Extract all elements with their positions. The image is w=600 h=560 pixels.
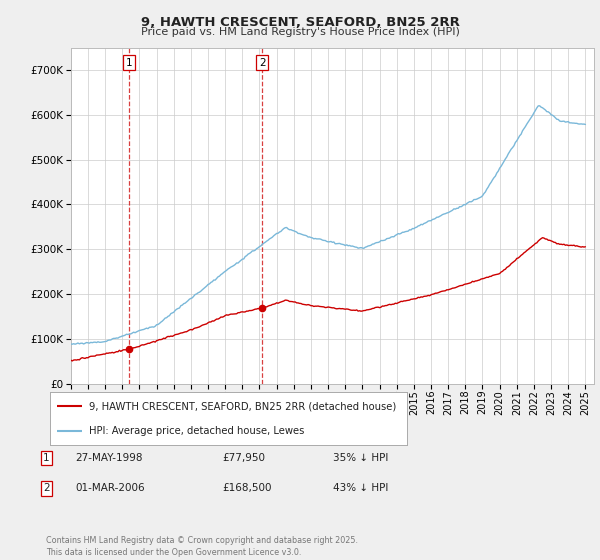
Text: Contains HM Land Registry data © Crown copyright and database right 2025.
This d: Contains HM Land Registry data © Crown c… xyxy=(46,536,358,557)
Text: 9, HAWTH CRESCENT, SEAFORD, BN25 2RR: 9, HAWTH CRESCENT, SEAFORD, BN25 2RR xyxy=(140,16,460,29)
Text: 1: 1 xyxy=(43,453,50,463)
Text: £77,950: £77,950 xyxy=(222,453,265,463)
Text: 35% ↓ HPI: 35% ↓ HPI xyxy=(333,453,388,463)
Text: 1: 1 xyxy=(126,58,133,68)
Text: 27-MAY-1998: 27-MAY-1998 xyxy=(75,453,143,463)
Text: Price paid vs. HM Land Registry's House Price Index (HPI): Price paid vs. HM Land Registry's House … xyxy=(140,27,460,37)
Text: 2: 2 xyxy=(43,483,50,493)
Text: HPI: Average price, detached house, Lewes: HPI: Average price, detached house, Lewe… xyxy=(89,426,304,436)
Text: 2: 2 xyxy=(259,58,266,68)
Text: 9, HAWTH CRESCENT, SEAFORD, BN25 2RR (detached house): 9, HAWTH CRESCENT, SEAFORD, BN25 2RR (de… xyxy=(89,402,397,412)
Text: 43% ↓ HPI: 43% ↓ HPI xyxy=(333,483,388,493)
Text: 01-MAR-2006: 01-MAR-2006 xyxy=(75,483,145,493)
Text: £168,500: £168,500 xyxy=(222,483,271,493)
